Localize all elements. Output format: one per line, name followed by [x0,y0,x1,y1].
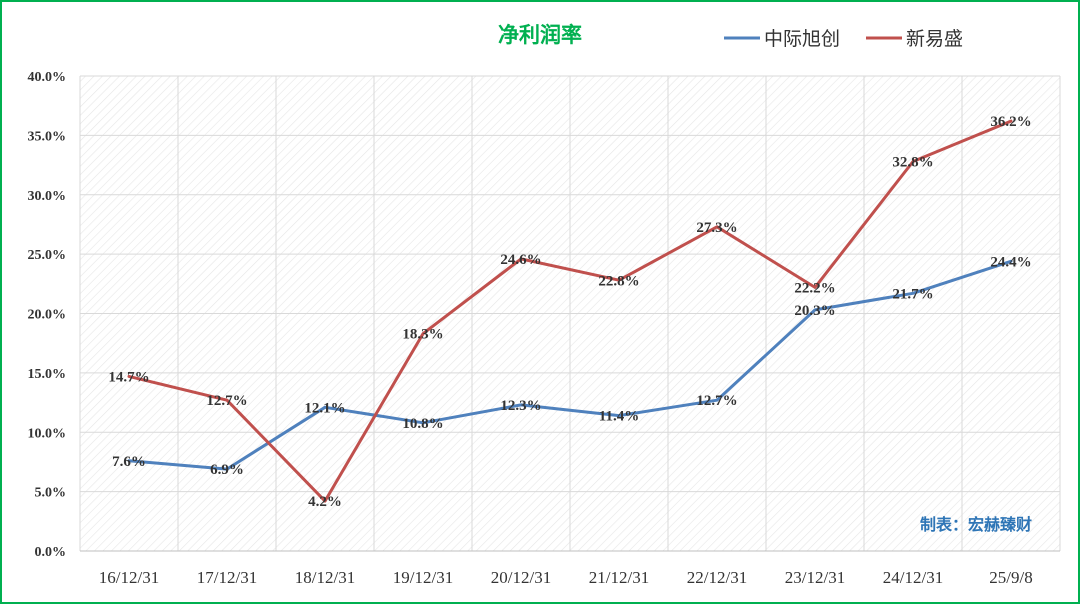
data-label-xinyisheng: 32.8% [892,155,933,171]
data-label-xinyisheng: 14.7% [108,369,149,385]
data-label-xinyisheng: 24.6% [500,252,541,268]
data-label-xinyisheng: 18.3% [402,327,443,343]
data-label-xinyisheng: 27.3% [696,220,737,236]
x-tick-label: 20/12/31 [491,568,551,587]
x-axis-ticks: 16/12/31 17/12/31 18/12/31 19/12/31 20/12/31… [99,568,1033,587]
data-label-zhongji: 10.8% [402,416,443,432]
chart-title: 净利润率 [498,23,582,47]
y-tick-label: 30.0% [28,189,67,204]
x-tick-label: 22/12/31 [687,568,747,587]
legend-label-xinyisheng: 新易盛 [906,28,963,50]
x-tick-label: 24/12/31 [883,568,943,587]
data-label-zhongji: 24.4% [990,254,1031,270]
x-tick-label: 19/12/31 [393,568,453,587]
data-label-zhongji: 12.1% [304,400,345,416]
y-tick-label: 5.0% [35,486,67,501]
data-label-zhongji: 12.3% [500,398,541,414]
data-label-zhongji: 7.6% [112,454,146,470]
y-tick-label: 0.0% [35,545,67,560]
grid-lines [79,75,1061,552]
chart-credit: 制表：宏赫臻财 [920,515,1032,534]
y-tick-label: 10.0% [28,426,67,441]
y-tick-label: 25.0% [28,248,67,263]
data-labels: 7.6% 6.9% 12.1% 10.8% 12.3% 11.4% 12.7% 20.3% 21… [108,114,1031,510]
legend: 中际旭创 新易盛 [724,28,963,50]
series-layer [127,119,1013,503]
y-tick-label: 35.0% [28,129,67,144]
data-label-zhongji: 12.7% [696,393,737,409]
data-label-xinyisheng: 36.2% [990,114,1031,130]
y-tick-label: 40.0% [28,70,67,85]
data-label-xinyisheng: 4.2% [308,494,342,510]
data-label-xinyisheng: 22.8% [598,273,639,289]
data-label-zhongji: 20.3% [794,303,835,319]
x-tick-label: 25/9/8 [989,568,1032,587]
data-label-xinyisheng: 22.2% [794,280,835,296]
data-label-xinyisheng: 12.7% [206,393,247,409]
series-line-zhongji [127,259,1013,471]
data-label-zhongji: 11.4% [599,409,639,425]
legend-label-zhongji: 中际旭创 [764,28,840,50]
x-tick-label: 16/12/31 [99,568,159,587]
data-label-zhongji: 21.7% [892,286,933,302]
x-tick-label: 18/12/31 [295,568,355,587]
y-axis-ticks: 0.0% 5.0% 10.0% 15.0% 20.0% 25.0% 30.0% 35.0% 40… [28,70,67,560]
y-tick-label: 15.0% [28,367,67,382]
series-line-xinyisheng [127,119,1013,503]
x-tick-label: 23/12/31 [785,568,845,587]
y-tick-label: 20.0% [28,308,67,323]
data-label-zhongji: 6.9% [210,462,244,478]
x-tick-label: 17/12/31 [197,568,257,587]
x-tick-label: 21/12/31 [589,568,649,587]
